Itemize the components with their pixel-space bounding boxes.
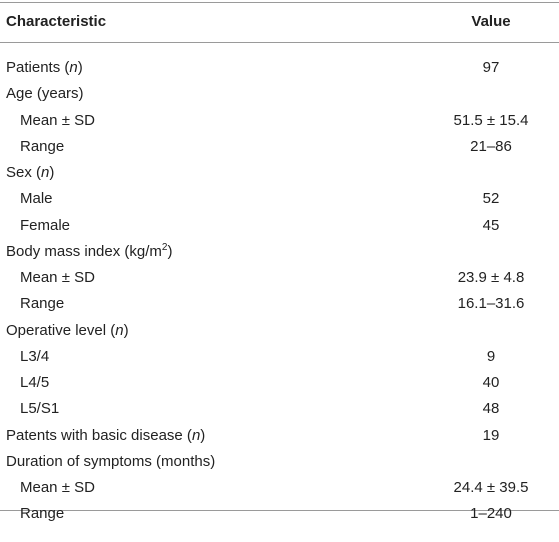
row-label: Female: [20, 216, 70, 236]
header-cell: Value: [471, 13, 511, 30]
row-value: 40: [482, 374, 500, 391]
label-part: Body mass index (kg/m: [6, 242, 162, 260]
row-label: Patents with basic disease (n): [6, 426, 205, 446]
label-part: ): [49, 164, 55, 181]
row-label: Mean ± SD: [20, 478, 95, 498]
top-rule: [0, 2, 559, 3]
row-label: Sex (n): [6, 163, 54, 183]
row-label: L3/4: [20, 347, 49, 367]
row-label: Range: [20, 137, 64, 157]
label-part: Female: [20, 216, 71, 234]
label-part: Mean ± SD: [20, 269, 95, 286]
row-label: Mean ± SD: [20, 111, 95, 131]
row-label: L4/5: [20, 373, 49, 393]
label-part: ): [77, 59, 83, 76]
header-cell: Characteristic: [6, 13, 107, 30]
row-value: 19: [482, 426, 500, 444]
label-part: ): [167, 242, 173, 260]
label-part: Operative level (: [6, 321, 116, 339]
row-label: Body mass index (kg/m2): [6, 242, 172, 262]
row-value: 16.1–31.6: [457, 295, 525, 313]
row-value: 9: [486, 347, 496, 365]
label-part: ): [200, 426, 206, 444]
row-value: 48: [482, 400, 500, 418]
row-label: Mean ± SD: [20, 268, 95, 288]
row-label: Patients (n): [6, 58, 83, 78]
row-value: 45: [482, 216, 500, 234]
label-part: 2: [161, 241, 168, 253]
row-value: 1–240: [470, 505, 512, 523]
label-part: Mean ± SD: [20, 479, 95, 496]
label-part: L5/S1: [20, 400, 60, 418]
row-value: 97: [482, 59, 500, 76]
label-part: n: [41, 164, 50, 181]
row-label: Duration of symptoms (months): [6, 452, 215, 472]
label-part: n: [191, 426, 201, 444]
row-value: 52: [482, 190, 500, 208]
label-part: Duration of symptoms (months): [6, 452, 216, 470]
label-part: Range: [20, 137, 65, 155]
label-part: Male: [20, 190, 53, 208]
label-part: Patients (: [6, 59, 70, 76]
row-label: Operative level (n): [6, 321, 129, 341]
row-label: L5/S1: [20, 399, 59, 419]
label-part: Age (years): [6, 85, 84, 103]
label-part: Range: [20, 295, 65, 313]
label-part: ): [123, 321, 129, 339]
bottom-rule: [0, 510, 559, 511]
row-label: Age (years): [6, 84, 84, 104]
label-part: n: [115, 321, 124, 339]
label-part: n: [69, 59, 78, 76]
row-label: Range: [20, 504, 64, 524]
row-value: 24.4 ± 39.5: [453, 479, 529, 496]
label-part: Range: [20, 505, 65, 523]
row-value: 21–86: [470, 137, 512, 155]
row-label: Male: [20, 189, 53, 209]
row-value: 51.5 ± 15.4: [453, 111, 529, 129]
header-rule: [0, 42, 559, 43]
label-part: Sex (: [6, 164, 42, 181]
label-part: Patents with basic disease (: [6, 426, 192, 444]
label-part: L4/5: [20, 374, 50, 391]
label-part: L3/4: [20, 347, 50, 365]
row-label: Range: [20, 294, 64, 314]
label-part: Mean ± SD: [20, 111, 95, 129]
row-value: 23.9 ± 4.8: [457, 269, 525, 286]
